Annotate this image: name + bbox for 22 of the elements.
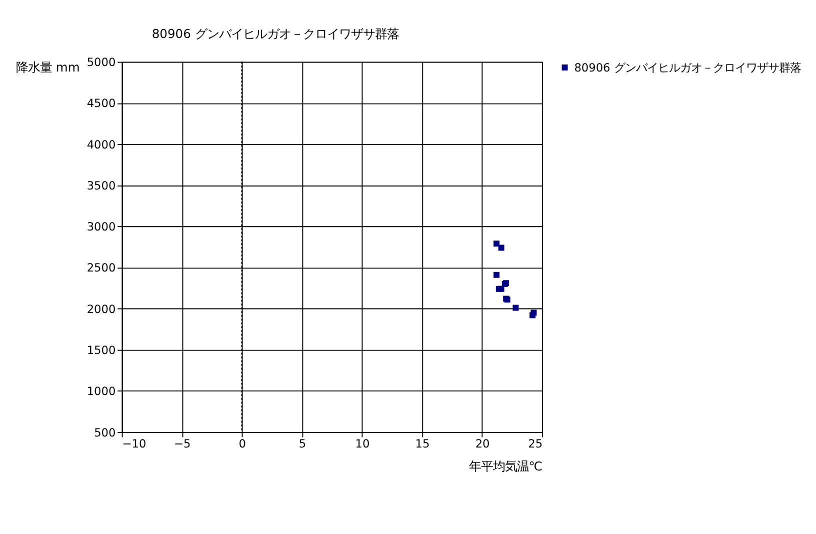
y-tick-label: 3000 <box>86 220 116 234</box>
y-axis-title: 降水量 mm <box>16 60 80 75</box>
x-tick-label: 5 <box>298 436 306 451</box>
x-tick-label: 10 <box>355 436 370 451</box>
y-tick-label: 2500 <box>86 260 116 275</box>
chart-title: 80906 グンバイヒルガオ－クロイワザサ群落 <box>152 27 399 42</box>
y-tick-label: 1000 <box>86 384 116 398</box>
x-tick-label: 20 <box>475 436 490 451</box>
y-tick-label: 4500 <box>86 96 116 110</box>
x-tick-label: 0 <box>238 436 246 451</box>
y-tick-label: 3500 <box>86 178 116 192</box>
x-tick-label: −10 <box>122 436 146 451</box>
x-tick-label: −5 <box>174 436 191 451</box>
legend-label: 80906 グンバイヒルガオ－クロイワザサ群落 <box>574 60 801 74</box>
x-tick-label: 15 <box>415 436 430 451</box>
x-tick-label: 25 <box>528 436 543 451</box>
x-axis-title: 年平均気温℃ <box>468 459 543 474</box>
y-tick-label: 5000 <box>86 55 116 70</box>
y-tick-label: 500 <box>94 425 116 440</box>
y-tick-label: 4000 <box>86 137 116 152</box>
y-tick-label: 1500 <box>86 343 116 358</box>
y-tick-label: 2000 <box>86 302 116 316</box>
